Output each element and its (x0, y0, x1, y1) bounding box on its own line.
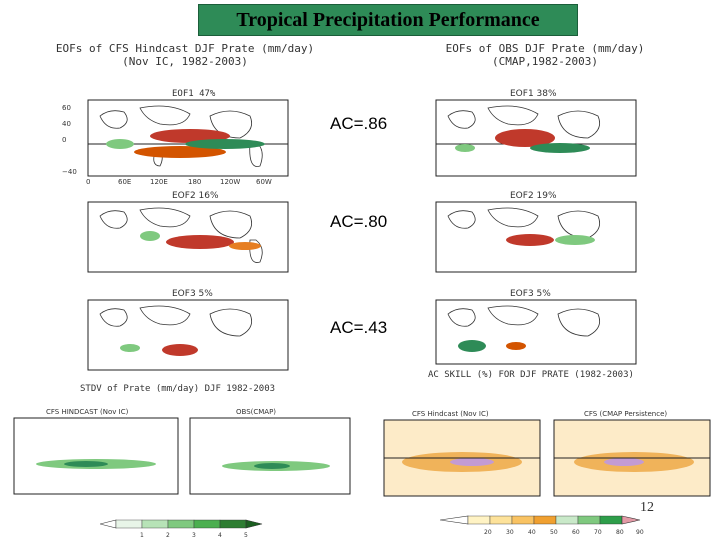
colorbar-tick: 70 (594, 529, 602, 536)
lat-tick: −40 (62, 168, 77, 176)
map-title: CFS HINDCAST (Nov IC) (46, 408, 129, 416)
map-stdv-cfs: CFS HINDCAST (Nov IC) (13, 408, 179, 495)
precip-anomaly-negative (120, 344, 140, 352)
colorbar-stdv: 1 2 3 4 5 (100, 519, 263, 539)
map-cfs-eof3: EOF3 5% (87, 289, 289, 371)
colorbar-tick: 60 (572, 529, 580, 536)
lat-tick: 0 (62, 136, 66, 144)
map-title-obs-eof3: EOF3 5% (510, 289, 551, 299)
colorbar-tick: 4 (218, 532, 222, 539)
right-header-line-2: (CMAP,1982-2003) (492, 55, 598, 68)
coastline-shapes (99, 105, 263, 167)
coastline-shapes (447, 207, 601, 239)
map-cfs-eof2: EOF2 16% (87, 191, 289, 273)
ac-label-eof3: AC=.43 (330, 318, 388, 337)
map-frame (189, 417, 351, 495)
left-column-header: EOFs of CFS Hindcast DJF Prate (mm/day) … (30, 42, 340, 68)
map-title-obs-eof1: EOF1 38% (510, 89, 557, 99)
right-header-line-1: EOFs of OBS DJF Prate (mm/day) (445, 42, 645, 55)
skill-shading (604, 458, 644, 466)
lon-tick: 120W (220, 178, 240, 186)
precip-anomaly-negative (458, 340, 486, 352)
lon-tick: 0 (86, 178, 90, 186)
coastline-shapes (99, 305, 253, 337)
stdv-shading (254, 463, 290, 469)
ac-label-eof1: AC=.86 (330, 114, 388, 133)
colorbar-tick: 40 (528, 529, 536, 536)
coastline-shapes (447, 105, 601, 139)
map-cfs-eof1: EOF1 47% 60 40 0 −40 0 60E 120E 180 120W… (62, 89, 289, 186)
coastline-shapes (99, 207, 263, 263)
colorbar-tick: 30 (506, 529, 514, 536)
colorbar-tick: 90 (636, 529, 644, 536)
precip-anomaly-negative (140, 231, 160, 241)
map-title-cfs-eof2: EOF2 16% (172, 191, 219, 201)
page-number: 12 (640, 500, 654, 515)
precip-anomaly-negative (185, 139, 265, 149)
stdv-shading (64, 461, 108, 467)
precip-anomaly-positive (162, 344, 198, 356)
ac-skill-caption: AC SKILL (%) FOR DJF PRATE (1982-2003) (428, 370, 634, 380)
colorbar-tick: 80 (616, 529, 624, 536)
precip-anomaly-positive (495, 129, 555, 147)
lon-tick: 60E (118, 178, 131, 186)
colorbar-tick: 20 (484, 529, 492, 536)
lat-tick: 60 (62, 104, 71, 112)
colorbar-tick: 5 (244, 532, 248, 539)
map-obs-eof2: EOF2 19% (435, 191, 637, 273)
map-title: CFS (CMAP Persistence) (584, 410, 667, 418)
left-header-line-2: (Nov IC, 1982-2003) (122, 55, 248, 68)
title-banner: Tropical Precipitation Performance (198, 4, 578, 36)
lon-tick: 180 (188, 178, 201, 186)
map-title: OBS(CMAP) (236, 408, 276, 416)
map-title: CFS Hindcast (Nov IC) (412, 410, 489, 418)
precip-anomaly-positive (229, 242, 261, 250)
map-ac-skill-persistence: CFS (CMAP Persistence) (553, 410, 711, 497)
precip-anomaly-positive (166, 235, 234, 249)
map-frame (435, 299, 637, 365)
map-frame (13, 417, 179, 495)
map-title-cfs-eof3: EOF3 5% (172, 289, 213, 299)
map-obs-eof3: EOF3 5% (435, 289, 637, 365)
precip-anomaly-negative (106, 139, 134, 149)
map-title-cfs-eof1: EOF1 47% (172, 89, 216, 99)
lon-tick: 60W (256, 178, 272, 186)
colorbar-ac-skill: 20 30 40 50 60 70 80 90 (440, 515, 644, 536)
skill-shading (450, 458, 494, 466)
map-title-obs-eof2: EOF2 19% (510, 191, 557, 201)
lon-tick: 120E (150, 178, 168, 186)
slide-title: Tropical Precipitation Performance (236, 8, 540, 31)
precip-anomaly-negative (555, 235, 595, 245)
colorbar-tick: 1 (140, 532, 144, 539)
stdv-caption: STDV of Prate (mm/day) DJF 1982-2003 (80, 384, 276, 394)
ac-label-eof2: AC=.80 (330, 212, 388, 231)
precip-anomaly-negative (455, 144, 475, 152)
coastline-shapes (447, 305, 601, 337)
right-column-header: EOFs of OBS DJF Prate (mm/day) (CMAP,198… (395, 42, 695, 68)
colorbar-tick: 2 (166, 532, 170, 539)
precip-anomaly-positive (134, 146, 226, 158)
precip-anomaly-positive (506, 342, 526, 350)
lat-tick: 40 (62, 120, 71, 128)
map-stdv-obs: OBS(CMAP) (189, 408, 351, 495)
precip-anomaly-positive (506, 234, 554, 246)
precip-anomaly-negative (530, 143, 590, 153)
map-obs-eof1: EOF1 38% (435, 89, 637, 177)
map-frame (87, 299, 289, 371)
map-ac-skill-cfs: CFS Hindcast (Nov IC) (383, 410, 541, 497)
left-header-line-1: EOFs of CFS Hindcast DJF Prate (mm/day) (55, 42, 315, 55)
colorbar-tick: 3 (192, 532, 196, 539)
colorbar-tick: 50 (550, 529, 558, 536)
